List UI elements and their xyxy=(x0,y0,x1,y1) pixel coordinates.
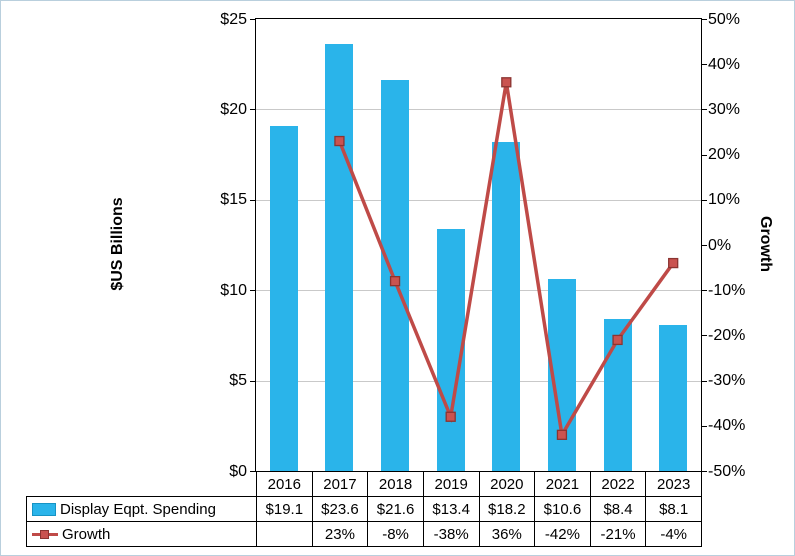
year-cell: 2017 xyxy=(311,471,369,497)
gridline xyxy=(256,109,701,111)
tick-mark xyxy=(250,290,256,292)
tick-mark xyxy=(701,154,707,156)
value-cell: $8.4 xyxy=(589,496,647,522)
year-row: 2016 2017 2018 2019 2020 2021 2022 2023 xyxy=(27,471,702,497)
tick-label: $10 xyxy=(220,281,247,299)
tick-label: -30% xyxy=(708,372,746,390)
growth-marker xyxy=(556,429,568,440)
year-cell: 2019 xyxy=(422,471,480,497)
tick-label: 20% xyxy=(708,146,741,164)
tick-mark xyxy=(250,109,256,111)
growth-marker xyxy=(612,334,623,346)
tick-mark xyxy=(701,290,707,292)
value-cell: $18.2 xyxy=(478,496,536,522)
growth-marker xyxy=(668,257,679,269)
left-axis-ticks: $0 $5 $10 $15 $20 $25 xyxy=(151,1,247,555)
bar-2019 xyxy=(436,228,465,471)
plot-area xyxy=(255,18,702,472)
year-cell: 2020 xyxy=(478,471,536,497)
value-cell: $8.1 xyxy=(645,496,702,522)
tick-mark xyxy=(701,245,707,246)
value-cell: -38% xyxy=(422,521,480,547)
bar-2020 xyxy=(492,141,521,471)
tick-label: $20 xyxy=(220,100,247,118)
tick-label: 40% xyxy=(708,55,741,73)
growth-marker xyxy=(389,276,401,287)
tick-mark xyxy=(250,19,256,20)
spending-row: Display Eqpt. Spending $19.1 $23.6 $21.6 $13… xyxy=(26,496,702,522)
left-axis-title: $US Billions xyxy=(109,197,126,291)
year-cell: 2018 xyxy=(367,471,424,497)
value-cell: $23.6 xyxy=(311,496,369,522)
tick-label: -40% xyxy=(708,417,746,435)
right-axis-ticks: -50% -40% -30% -20% -10% 0% 10% 20% 30% 40% 50% xyxy=(708,1,778,555)
tick-label: $25 xyxy=(220,10,247,28)
value-cell: $21.6 xyxy=(367,496,424,522)
year-cell: 2023 xyxy=(645,471,702,497)
tick-mark xyxy=(701,380,707,382)
tick-mark xyxy=(250,471,256,472)
tick-label: -20% xyxy=(708,326,746,344)
legend-spending: Display Eqpt. Spending xyxy=(26,496,257,522)
tick-label: 0% xyxy=(708,236,732,254)
tick-label: 10% xyxy=(708,191,741,209)
tick-label: -50% xyxy=(708,462,746,480)
spending-swatch-icon xyxy=(32,502,56,516)
value-cell: 36% xyxy=(478,521,536,547)
legend-label: Growth xyxy=(62,525,111,543)
gridline xyxy=(256,290,701,292)
growth-line-layer xyxy=(334,77,679,440)
legend-label: Display Eqpt. Spending xyxy=(60,500,216,518)
legend-marker xyxy=(40,529,49,539)
value-cell: -21% xyxy=(589,521,647,547)
growth-marker xyxy=(334,135,345,147)
year-cell: 2016 xyxy=(256,471,313,497)
tick-label: -10% xyxy=(708,281,746,299)
tick-label: $0 xyxy=(229,462,247,480)
data-table: 2016 2017 2018 2019 2020 2021 2022 2023 Display … xyxy=(26,471,702,547)
growth-line xyxy=(337,81,675,440)
tick-mark xyxy=(701,109,707,111)
gridline xyxy=(256,199,701,201)
bar-2018 xyxy=(381,80,410,471)
year-cell: 2022 xyxy=(589,471,647,497)
tick-mark xyxy=(701,19,707,20)
growth-row: Growth 23% -8% -38% 36% -42% -21% -4% xyxy=(26,521,702,547)
value-cell: 23% xyxy=(311,521,369,547)
tick-mark xyxy=(701,425,707,427)
tick-mark xyxy=(701,335,707,337)
tick-label: 50% xyxy=(708,10,741,28)
value-cell: $10.6 xyxy=(534,496,591,522)
tick-mark xyxy=(701,64,707,66)
tick-mark xyxy=(250,199,256,201)
legend-growth: Growth xyxy=(26,521,257,547)
tick-mark xyxy=(250,380,256,382)
growth-line-marker-icon xyxy=(32,528,58,541)
value-cell: $19.1 xyxy=(256,496,313,522)
value-cell: -4% xyxy=(645,521,702,547)
table-corner-blank xyxy=(27,472,257,497)
tick-label: 30% xyxy=(708,100,741,118)
year-cell: 2021 xyxy=(534,471,591,497)
gridline xyxy=(256,380,701,382)
bar-2023 xyxy=(659,324,688,471)
tick-label: $15 xyxy=(220,191,247,209)
tick-mark xyxy=(701,471,707,472)
tick-label: $5 xyxy=(229,372,247,390)
growth-marker xyxy=(445,411,456,422)
value-cell: $13.4 xyxy=(422,496,480,522)
growth-marker xyxy=(501,77,512,88)
bar-2016 xyxy=(269,125,298,471)
value-cell: -42% xyxy=(534,521,591,547)
tick-mark xyxy=(701,199,707,201)
value-cell: -8% xyxy=(367,521,424,547)
value-cell xyxy=(256,521,313,547)
bar-2017 xyxy=(325,44,354,471)
